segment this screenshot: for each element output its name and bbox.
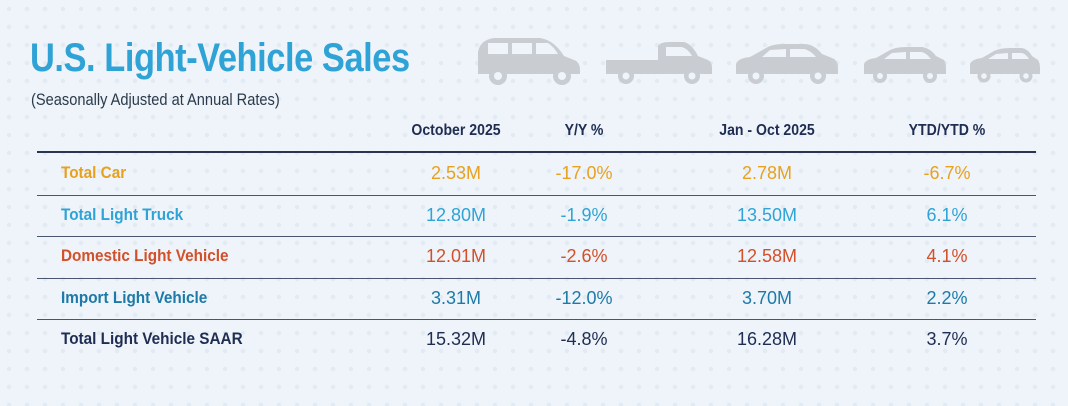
row-label: Domestic Light Vehicle	[61, 246, 229, 265]
vehicle-icons	[478, 38, 1040, 85]
table-cell: 3.70M	[741, 287, 793, 308]
row-divider	[37, 319, 1036, 320]
row-label: Total Light Truck	[61, 204, 184, 224]
table-cell: -6.7%	[923, 163, 971, 183]
table-cell: 12.80M	[425, 204, 487, 225]
table-cell: -1.9%	[560, 204, 608, 225]
table-cell: 3.31M	[430, 287, 482, 308]
table-cell: -12.0%	[555, 287, 613, 308]
row-divider	[37, 195, 1036, 196]
row-label: Import Light Vehicle	[61, 287, 208, 307]
table-cell: 12.58M	[736, 246, 798, 266]
table-cell: 16.28M	[736, 329, 798, 349]
table-cell: 15.32M	[425, 329, 487, 349]
page-subtitle: (Seasonally Adjusted at Annual Rates)	[31, 90, 280, 109]
header-rule	[37, 151, 1036, 153]
row-label: Total Light Vehicle SAAR	[61, 329, 243, 348]
table-cell: 2.53M	[430, 163, 482, 183]
table-cell: 2.78M	[741, 163, 793, 183]
small-car-icon	[970, 48, 1040, 83]
page-title: U.S. Light-Vehicle Sales	[30, 36, 410, 80]
column-header: YTD/YTD %	[908, 122, 986, 139]
minivan-icon	[478, 38, 580, 85]
table-cell: 2.2%	[926, 287, 968, 308]
table-cell: 4.1%	[926, 246, 968, 266]
table-cell: 3.7%	[926, 329, 968, 349]
table-cell: -2.6%	[560, 246, 608, 266]
table-cell: 12.01M	[425, 246, 487, 266]
table-cell: 6.1%	[926, 204, 968, 225]
column-header: Jan - Oct 2025	[719, 122, 815, 139]
column-header: Y/Y %	[564, 122, 604, 139]
pickup-truck-icon	[606, 42, 712, 84]
row-divider	[37, 278, 1036, 279]
row-label: Total Car	[61, 163, 127, 182]
compact-car-icon	[864, 47, 946, 83]
row-divider	[37, 236, 1036, 237]
table-cell: -4.8%	[560, 329, 608, 349]
table-cell: -17.0%	[555, 163, 613, 183]
column-header: October 2025	[411, 122, 501, 139]
table-cell: 13.50M	[736, 204, 798, 225]
sedan-icon	[736, 44, 838, 84]
